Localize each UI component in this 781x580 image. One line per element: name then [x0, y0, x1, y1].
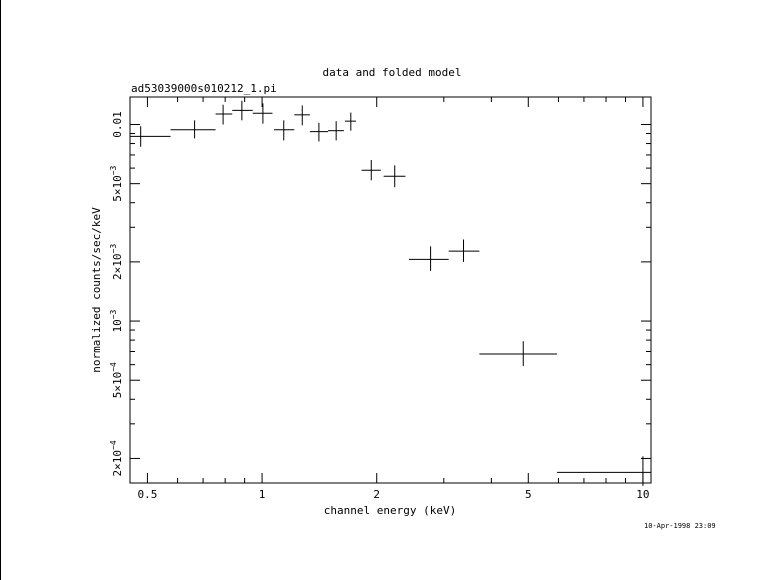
y-tick-label: 5×10−3: [109, 165, 124, 201]
data-point: [130, 126, 171, 147]
data-point: [408, 246, 449, 271]
chart-subtitle: ad53039000s010212_1.pi: [131, 82, 277, 95]
y-tick-label: 0.01: [111, 111, 124, 138]
data-point: [328, 121, 344, 141]
data-point: [294, 105, 310, 126]
data-point: [232, 100, 253, 121]
data-point: [170, 120, 216, 139]
data-point: [309, 122, 329, 142]
data-point: [215, 104, 233, 125]
y-tick-label: 2×10−3: [109, 244, 124, 280]
x-axis-label: channel energy (keV): [324, 504, 456, 517]
data-point: [252, 103, 273, 124]
timestamp: 10-Apr-1998 23:09: [644, 522, 716, 530]
y-axis-label: normalized counts/sec/keV: [90, 207, 103, 373]
y-tick-label: 10−3: [109, 309, 124, 332]
y-axis: 0.01 5×10−3 2×10−3 10−3 5×10−4 2×10−4: [109, 111, 651, 476]
x-axis: 0.5 1 2 5 10: [137, 97, 650, 501]
x-tick-label: 0.5: [137, 488, 157, 501]
x-tick-label: 10: [636, 488, 649, 501]
data-point: [479, 341, 558, 367]
x-tick-label: 1: [259, 488, 266, 501]
data-point: [383, 165, 406, 188]
data-point: [448, 239, 480, 262]
x-tick-label: 5: [525, 488, 532, 501]
x-tick-label: 2: [373, 488, 380, 501]
y-tick-label: 5×10−4: [109, 362, 124, 398]
data-point: [344, 112, 357, 131]
y-tick-label: 2×10−4: [109, 440, 124, 476]
data-point: [361, 159, 381, 181]
plot-frame: [129, 96, 652, 484]
data-point: [557, 456, 651, 486]
chart-title: data and folded model: [322, 66, 461, 79]
data-point: [274, 120, 295, 141]
data-points: [130, 100, 651, 486]
